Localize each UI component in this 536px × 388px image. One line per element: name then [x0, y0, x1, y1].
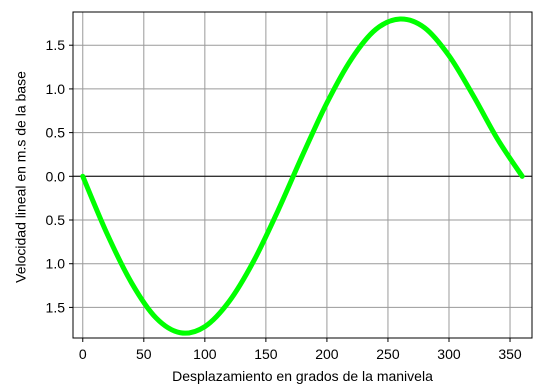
x-axis-ticks: 0 50 100 150 200 250 300 350 — [79, 338, 522, 362]
grid-lines — [73, 12, 532, 338]
y-tick-label-5: 1.0 — [46, 256, 66, 272]
x-tick-label-1: 50 — [136, 346, 152, 362]
y-tick-label-2: 0.5 — [46, 125, 66, 141]
x-tick-label-4: 200 — [315, 346, 339, 362]
y-tick-label-1: 1.0 — [46, 81, 66, 97]
series-line-0 — [80, 16, 525, 336]
x-tick-label-7: 350 — [498, 346, 522, 362]
x-axis-label: Desplazamiento en grados de la manivela — [172, 368, 433, 384]
plot-frame — [72, 11, 533, 339]
y-tick-label-3: 0.0 — [46, 168, 66, 184]
x-tick-label-0: 0 — [79, 346, 87, 362]
x-tick-label-5: 250 — [376, 346, 400, 362]
y-tick-label-4: 0.5 — [46, 212, 66, 228]
y-axis-label: Velocidad lineal en m.s de la base — [13, 71, 29, 283]
y-tick-label-6: 1.5 — [46, 299, 66, 315]
y-axis-ticks: 1.5 1.0 0.5 0.0 0.5 1.0 1.5 — [46, 37, 73, 315]
x-tick-label-3: 150 — [254, 346, 278, 362]
x-tick-label-6: 300 — [437, 346, 461, 362]
y-tick-label-0: 1.5 — [46, 37, 66, 53]
series-group — [80, 16, 525, 336]
x-tick-label-2: 100 — [193, 346, 217, 362]
